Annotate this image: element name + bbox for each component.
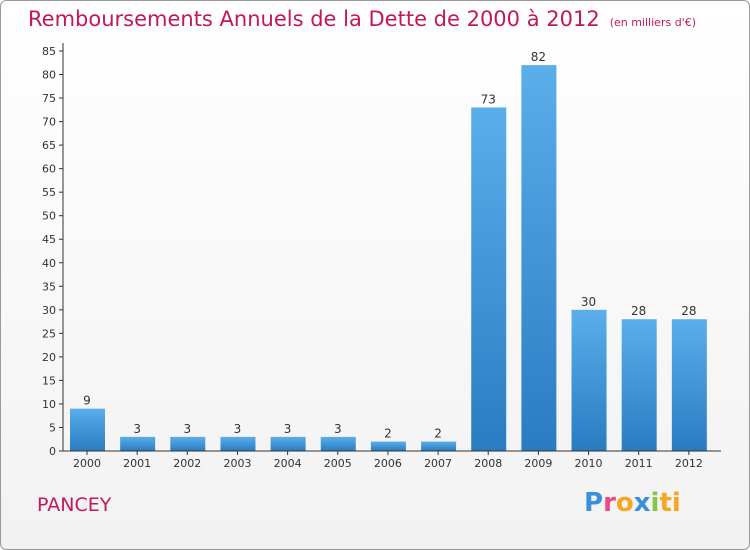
- bar: [471, 107, 507, 452]
- bar-value-label: 2: [434, 427, 442, 441]
- bar: [170, 436, 206, 451]
- logo-letter: o: [615, 488, 634, 518]
- y-tick-label: 10: [42, 398, 56, 411]
- bar-value-label: 3: [133, 422, 141, 436]
- x-tick-label: 2004: [274, 457, 302, 470]
- y-tick-label: 50: [42, 210, 56, 223]
- bar-value-label: 3: [284, 422, 292, 436]
- chart-title: Remboursements Annuels de la Dette de 20…: [28, 7, 696, 31]
- x-tick-label: 2008: [474, 457, 502, 470]
- y-tick-label: 60: [42, 163, 56, 176]
- bar-value-label: 9: [83, 394, 91, 408]
- y-tick-label: 25: [42, 327, 56, 340]
- y-tick-label: 20: [42, 351, 56, 364]
- bar-value-label: 73: [481, 92, 496, 106]
- x-tick-label: 2009: [524, 457, 552, 470]
- proxiti-logo: Proxiti: [584, 488, 681, 518]
- x-axis: 2000 2001 2002 2003 2004 2005 2006 2007 2008 2009…: [63, 450, 721, 470]
- bar: [621, 319, 657, 451]
- bar: [320, 436, 356, 451]
- bar: [270, 436, 306, 451]
- bar-value-label: 82: [531, 50, 546, 64]
- x-tick-label: 2012: [675, 457, 703, 470]
- logo-letter: x: [633, 488, 651, 518]
- x-tick-label: 2006: [374, 457, 402, 470]
- bar-value-label: 30: [581, 295, 596, 309]
- bar: [120, 436, 156, 451]
- bar: [571, 309, 607, 451]
- x-tick-label: 2005: [324, 457, 352, 470]
- y-tick-label: 85: [42, 45, 56, 58]
- y-tick-label: 80: [42, 69, 56, 82]
- logo-letter: i: [650, 488, 660, 518]
- bar: [521, 65, 557, 451]
- bar-value-label: 2: [384, 427, 392, 441]
- y-tick-label: 40: [42, 257, 56, 270]
- logo-letter: ti: [659, 488, 681, 518]
- y-tick-label: 30: [42, 304, 56, 317]
- x-tick-label: 2010: [575, 457, 603, 470]
- y-axis: 0 5 10 15 20 25 30 35 40 45 50 55 60 65 70 75 80 85: [42, 43, 64, 458]
- bar: [70, 408, 105, 451]
- x-tick-label: 2007: [424, 457, 452, 470]
- bar-value-label: 28: [681, 304, 696, 318]
- y-tick-label: 70: [42, 116, 56, 129]
- x-tick-label: 2000: [73, 457, 101, 470]
- bar: [220, 436, 256, 451]
- y-tick-label: 15: [42, 374, 56, 387]
- bar: [421, 441, 457, 451]
- logo-letter: r: [603, 488, 616, 518]
- bar-value-label: 3: [234, 422, 242, 436]
- x-tick-label: 2002: [173, 457, 201, 470]
- bar-value-label: 28: [631, 304, 646, 318]
- x-tick-label: 2003: [223, 457, 251, 470]
- y-tick-label: 45: [42, 233, 56, 246]
- x-tick-label: 2001: [123, 457, 151, 470]
- x-tick-label: 2011: [625, 457, 653, 470]
- logo-letter: P: [584, 488, 604, 518]
- bar-value-label: 3: [334, 422, 342, 436]
- y-tick-label: 0: [49, 445, 56, 458]
- y-tick-label: 75: [42, 92, 56, 105]
- bar-chart: 0 5 10 15 20 25 30 35 40 45 50 55 60 65 70 75 80 85 9 3 3 3 3…: [42, 43, 721, 470]
- y-tick-label: 55: [42, 186, 56, 199]
- y-tick-label: 35: [42, 280, 56, 293]
- bar-value-label: 3: [183, 422, 191, 436]
- chart-title-text: Remboursements Annuels de la Dette de 20…: [28, 7, 600, 31]
- unit-note: (en milliers d'€): [609, 16, 696, 29]
- bars: 9 3 3 3 3 3 2 2 73 82 30 28 28: [70, 50, 707, 452]
- bar: [370, 441, 406, 451]
- y-tick-label: 65: [42, 139, 56, 152]
- bar: [671, 319, 707, 451]
- y-tick-label: 5: [49, 421, 56, 434]
- place-name: PANCEY: [37, 494, 112, 516]
